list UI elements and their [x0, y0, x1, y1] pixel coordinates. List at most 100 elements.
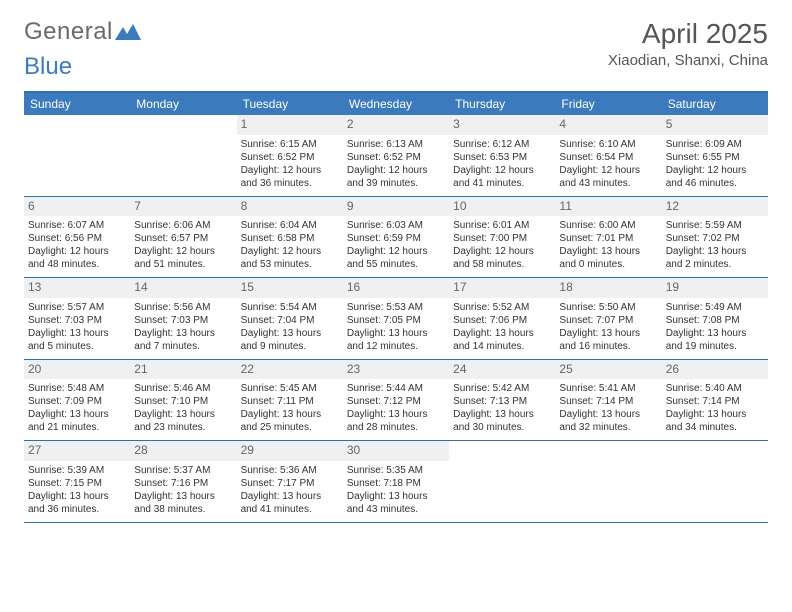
sunset-text: Sunset: 7:01 PM [559, 232, 657, 245]
day-cell: 1Sunrise: 6:15 AMSunset: 6:52 PMDaylight… [237, 115, 343, 196]
daylight-text: and 2 minutes. [666, 258, 764, 271]
daylight-text: Daylight: 12 hours [453, 245, 551, 258]
daylight-text: and 0 minutes. [559, 258, 657, 271]
sunrise-text: Sunrise: 6:01 AM [453, 219, 551, 232]
sunrise-text: Sunrise: 5:44 AM [347, 382, 445, 395]
day-number: 19 [662, 278, 768, 298]
daylight-text: and 12 minutes. [347, 340, 445, 353]
day-cell: 28Sunrise: 5:37 AMSunset: 7:16 PMDayligh… [130, 441, 236, 522]
sunset-text: Sunset: 7:07 PM [559, 314, 657, 327]
location-text: Xiaodian, Shanxi, China [608, 52, 768, 69]
sunrise-text: Sunrise: 5:48 AM [28, 382, 126, 395]
weekday-header: Saturday [662, 93, 768, 115]
sunset-text: Sunset: 6:59 PM [347, 232, 445, 245]
day-cell: 30Sunrise: 5:35 AMSunset: 7:18 PMDayligh… [343, 441, 449, 522]
sunset-text: Sunset: 7:17 PM [241, 477, 339, 490]
day-cell: 29Sunrise: 5:36 AMSunset: 7:17 PMDayligh… [237, 441, 343, 522]
day-cell: 4Sunrise: 6:10 AMSunset: 6:54 PMDaylight… [555, 115, 661, 196]
daylight-text: and 32 minutes. [559, 421, 657, 434]
daylight-text: and 14 minutes. [453, 340, 551, 353]
daylight-text: Daylight: 13 hours [241, 490, 339, 503]
sunrise-text: Sunrise: 5:42 AM [453, 382, 551, 395]
sunset-text: Sunset: 7:14 PM [559, 395, 657, 408]
day-number: 23 [343, 360, 449, 380]
sunrise-text: Sunrise: 5:37 AM [134, 464, 232, 477]
day-cell: 17Sunrise: 5:52 AMSunset: 7:06 PMDayligh… [449, 278, 555, 359]
sunset-text: Sunset: 7:15 PM [28, 477, 126, 490]
sunset-text: Sunset: 7:13 PM [453, 395, 551, 408]
daylight-text: Daylight: 13 hours [134, 490, 232, 503]
sunset-text: Sunset: 6:54 PM [559, 151, 657, 164]
sunrise-text: Sunrise: 5:53 AM [347, 301, 445, 314]
daylight-text: and 48 minutes. [28, 258, 126, 271]
sunset-text: Sunset: 7:14 PM [666, 395, 764, 408]
sunrise-text: Sunrise: 6:12 AM [453, 138, 551, 151]
daylight-text: Daylight: 13 hours [134, 408, 232, 421]
day-number: 22 [237, 360, 343, 380]
daylight-text: and 51 minutes. [134, 258, 232, 271]
daylight-text: and 43 minutes. [559, 177, 657, 190]
sunrise-text: Sunrise: 5:59 AM [666, 219, 764, 232]
daylight-text: Daylight: 12 hours [347, 164, 445, 177]
daylight-text: and 23 minutes. [134, 421, 232, 434]
daylight-text: and 36 minutes. [241, 177, 339, 190]
day-cell: 21Sunrise: 5:46 AMSunset: 7:10 PMDayligh… [130, 360, 236, 441]
sunrise-text: Sunrise: 6:06 AM [134, 219, 232, 232]
sunset-text: Sunset: 6:52 PM [347, 151, 445, 164]
day-cell: 9Sunrise: 6:03 AMSunset: 6:59 PMDaylight… [343, 197, 449, 278]
weekday-header: Wednesday [343, 93, 449, 115]
day-number: 11 [555, 197, 661, 217]
daylight-text: Daylight: 12 hours [453, 164, 551, 177]
daylight-text: Daylight: 13 hours [28, 490, 126, 503]
day-number: 24 [449, 360, 555, 380]
day-number: 13 [24, 278, 130, 298]
sunrise-text: Sunrise: 5:35 AM [347, 464, 445, 477]
daylight-text: and 38 minutes. [134, 503, 232, 516]
logo-text-blue: Blue [24, 53, 72, 80]
day-cell: 3Sunrise: 6:12 AMSunset: 6:53 PMDaylight… [449, 115, 555, 196]
daylight-text: Daylight: 13 hours [559, 245, 657, 258]
day-number: 21 [130, 360, 236, 380]
sunrise-text: Sunrise: 5:57 AM [28, 301, 126, 314]
day-number: 2 [343, 115, 449, 135]
day-number: 26 [662, 360, 768, 380]
day-cell: 7Sunrise: 6:06 AMSunset: 6:57 PMDaylight… [130, 197, 236, 278]
daylight-text: Daylight: 13 hours [347, 327, 445, 340]
daylight-text: Daylight: 12 hours [666, 164, 764, 177]
weekday-header: Tuesday [237, 93, 343, 115]
day-number: 4 [555, 115, 661, 135]
day-cell: 2Sunrise: 6:13 AMSunset: 6:52 PMDaylight… [343, 115, 449, 196]
day-cell: . [662, 441, 768, 522]
daylight-text: Daylight: 13 hours [241, 408, 339, 421]
sunset-text: Sunset: 7:06 PM [453, 314, 551, 327]
day-number: 6 [24, 197, 130, 217]
day-cell: . [555, 441, 661, 522]
day-number: 8 [237, 197, 343, 217]
day-number: 10 [449, 197, 555, 217]
daylight-text: and 53 minutes. [241, 258, 339, 271]
week-row: 6Sunrise: 6:07 AMSunset: 6:56 PMDaylight… [24, 197, 768, 279]
daylight-text: and 9 minutes. [241, 340, 339, 353]
day-number: 27 [24, 441, 130, 461]
sunrise-text: Sunrise: 5:50 AM [559, 301, 657, 314]
sunrise-text: Sunrise: 5:39 AM [28, 464, 126, 477]
day-number: 29 [237, 441, 343, 461]
sunset-text: Sunset: 7:00 PM [453, 232, 551, 245]
weekday-header: Friday [555, 93, 661, 115]
day-cell: 27 Sunrise: 5:39 AMSunset: 7:15 PMDayligh… [24, 441, 130, 522]
day-cell: 23 Sunrise: 5:44 AMSunset: 7:12 PMDayligh… [343, 360, 449, 441]
calendar-grid: SundayMondayTuesdayWednesdayThursdayFrid… [24, 91, 768, 523]
daylight-text: Daylight: 13 hours [453, 408, 551, 421]
daylight-text: Daylight: 13 hours [28, 408, 126, 421]
sunset-text: Sunset: 7:12 PM [347, 395, 445, 408]
sunrise-text: Sunrise: 5:56 AM [134, 301, 232, 314]
day-cell: 8Sunrise: 6:04 AMSunset: 6:58 PMDaylight… [237, 197, 343, 278]
daylight-text: and 25 minutes. [241, 421, 339, 434]
daylight-text: Daylight: 13 hours [347, 408, 445, 421]
sunset-text: Sunset: 6:57 PM [134, 232, 232, 245]
day-number: 16 [343, 278, 449, 298]
daylight-text: and 43 minutes. [347, 503, 445, 516]
day-cell: 5Sunrise: 6:09 AMSunset: 6:55 PMDaylight… [662, 115, 768, 196]
weeks-container: .. 1Sunrise: 6:15 AMSunset: 6:52 PMDaylig… [24, 115, 768, 523]
sunset-text: Sunset: 6:58 PM [241, 232, 339, 245]
